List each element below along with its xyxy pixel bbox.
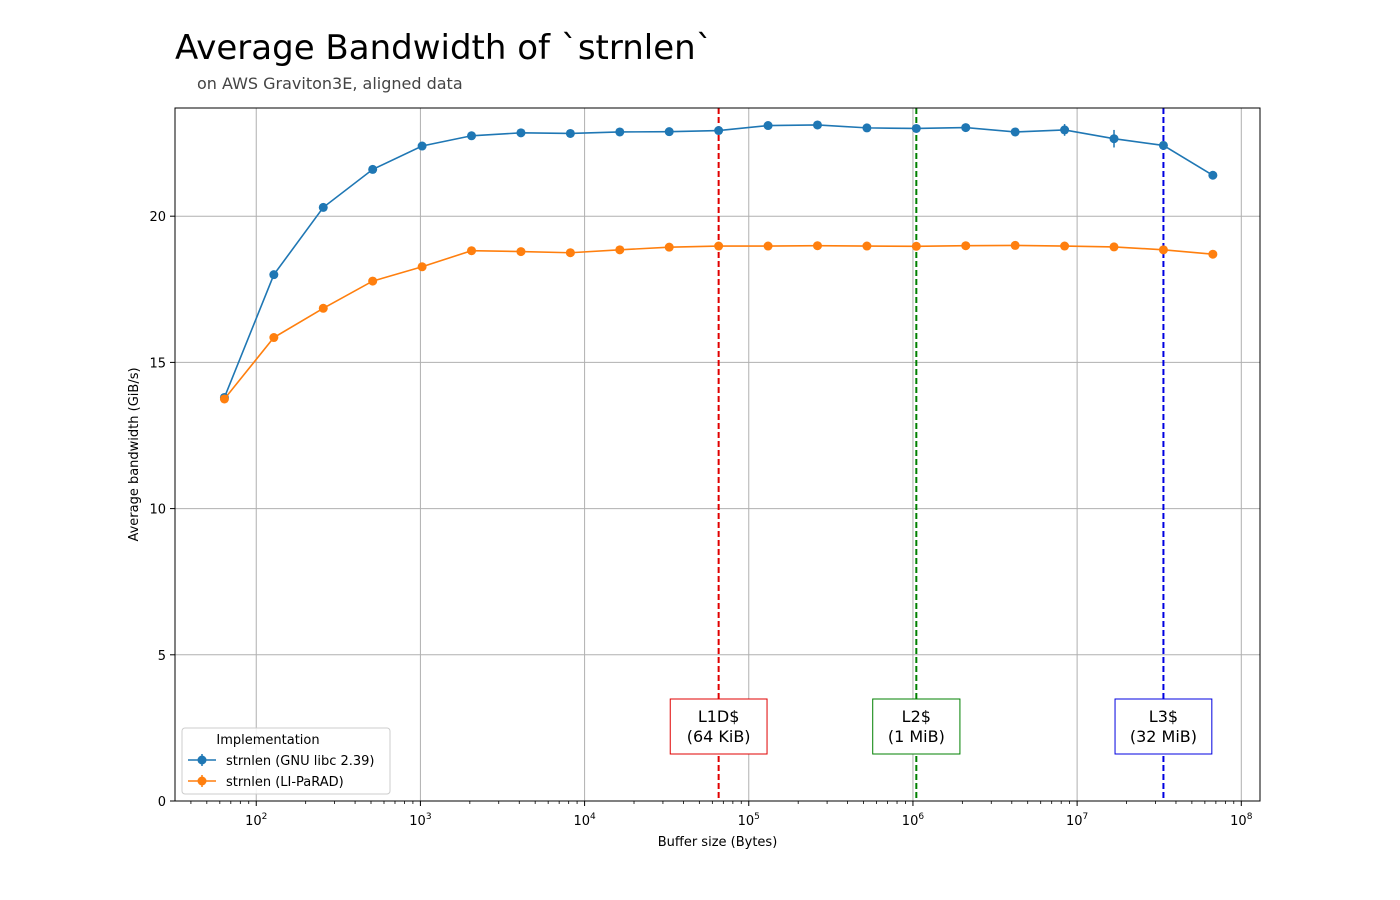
cache-label-size: (1 MiB)	[888, 727, 945, 746]
cache-annotations: L1D$(64 KiB) L2$(1 MiB) L3$(32 MiB)	[669, 698, 1213, 755]
cache-label-box	[669, 698, 768, 755]
data-point	[615, 127, 625, 137]
y-tick-label: 20	[149, 210, 166, 225]
data-point	[961, 123, 971, 133]
data-point	[417, 141, 427, 151]
series-group	[219, 120, 1218, 404]
data-point	[1208, 170, 1218, 180]
x-tick-label: 105	[738, 812, 760, 829]
cache-label-box	[1114, 698, 1213, 755]
data-point	[1158, 140, 1168, 150]
cache-label-name: L1D$	[698, 707, 740, 726]
data-point	[467, 131, 477, 141]
data-point	[862, 241, 872, 251]
data-point	[269, 333, 279, 343]
data-point	[911, 123, 921, 133]
legend-label: strnlen (GNU libc 2.39)	[226, 754, 375, 769]
legend-title: Implementation	[216, 733, 319, 748]
data-point	[714, 126, 724, 136]
cache-label-box	[872, 698, 961, 755]
data-point	[763, 241, 773, 251]
legend: Implementation strnlen (GNU libc 2.39) str…	[181, 727, 391, 795]
grid	[175, 108, 1260, 801]
data-point	[1010, 127, 1020, 137]
x-axis-label: Buffer size (Bytes)	[658, 835, 778, 850]
data-point	[565, 128, 575, 138]
y-tick-label: 5	[158, 649, 166, 664]
data-point	[1060, 241, 1070, 251]
data-point	[763, 121, 773, 131]
cache-label-size: (64 KiB)	[687, 727, 751, 746]
data-point	[1208, 249, 1218, 259]
x-tick-label: 106	[902, 812, 925, 829]
data-point	[219, 394, 229, 404]
y-tick-label: 0	[158, 795, 166, 810]
y-tick-label: 15	[149, 356, 166, 371]
x-tick-label: 104	[573, 812, 596, 829]
cache-label-name: L3$	[1149, 707, 1178, 726]
data-point	[664, 127, 674, 137]
data-point	[1109, 134, 1119, 144]
data-point	[1010, 240, 1020, 250]
x-tick-label: 108	[1230, 812, 1253, 829]
data-point	[1109, 242, 1119, 252]
data-point	[1158, 245, 1168, 255]
plot-area-frame	[174, 107, 1261, 802]
x-tick-label: 102	[245, 812, 267, 829]
data-point	[318, 202, 328, 212]
series-line	[223, 244, 1213, 400]
y-axis-label: Average bandwidth (GiB/s)	[127, 367, 142, 541]
legend-marker	[197, 776, 207, 786]
data-point	[516, 247, 526, 257]
data-point	[368, 164, 378, 174]
data-point	[417, 262, 427, 272]
chart-subtitle: on AWS Graviton3E, aligned data	[197, 74, 463, 93]
data-point	[664, 242, 674, 252]
x-tick-label: 107	[1066, 812, 1088, 829]
x-tick-label: 103	[409, 812, 431, 829]
legend-box	[181, 727, 391, 795]
data-point	[269, 270, 279, 280]
data-point	[565, 248, 575, 258]
data-point	[812, 120, 822, 130]
data-point	[714, 241, 724, 251]
data-point	[961, 241, 971, 251]
data-point	[368, 276, 378, 286]
cache-label-size: (32 MiB)	[1130, 727, 1197, 746]
data-point	[467, 246, 477, 256]
axis-ticks: 0 5 10 15 20 102 103 104 105 106 107 108	[149, 210, 1252, 829]
data-point	[862, 123, 872, 133]
data-point	[318, 303, 328, 313]
data-point	[812, 241, 822, 251]
legend-label: strnlen (LI-PaRAD)	[226, 775, 344, 790]
chart-title: Average Bandwidth of `strnlen`	[175, 28, 713, 68]
data-point	[911, 241, 921, 251]
cache-lines	[717, 108, 1165, 801]
data-point	[615, 245, 625, 255]
legend-marker	[197, 755, 207, 765]
cache-label-name: L2$	[902, 707, 931, 726]
data-point	[1060, 125, 1070, 135]
data-point	[516, 128, 526, 138]
y-tick-label: 10	[149, 503, 166, 518]
